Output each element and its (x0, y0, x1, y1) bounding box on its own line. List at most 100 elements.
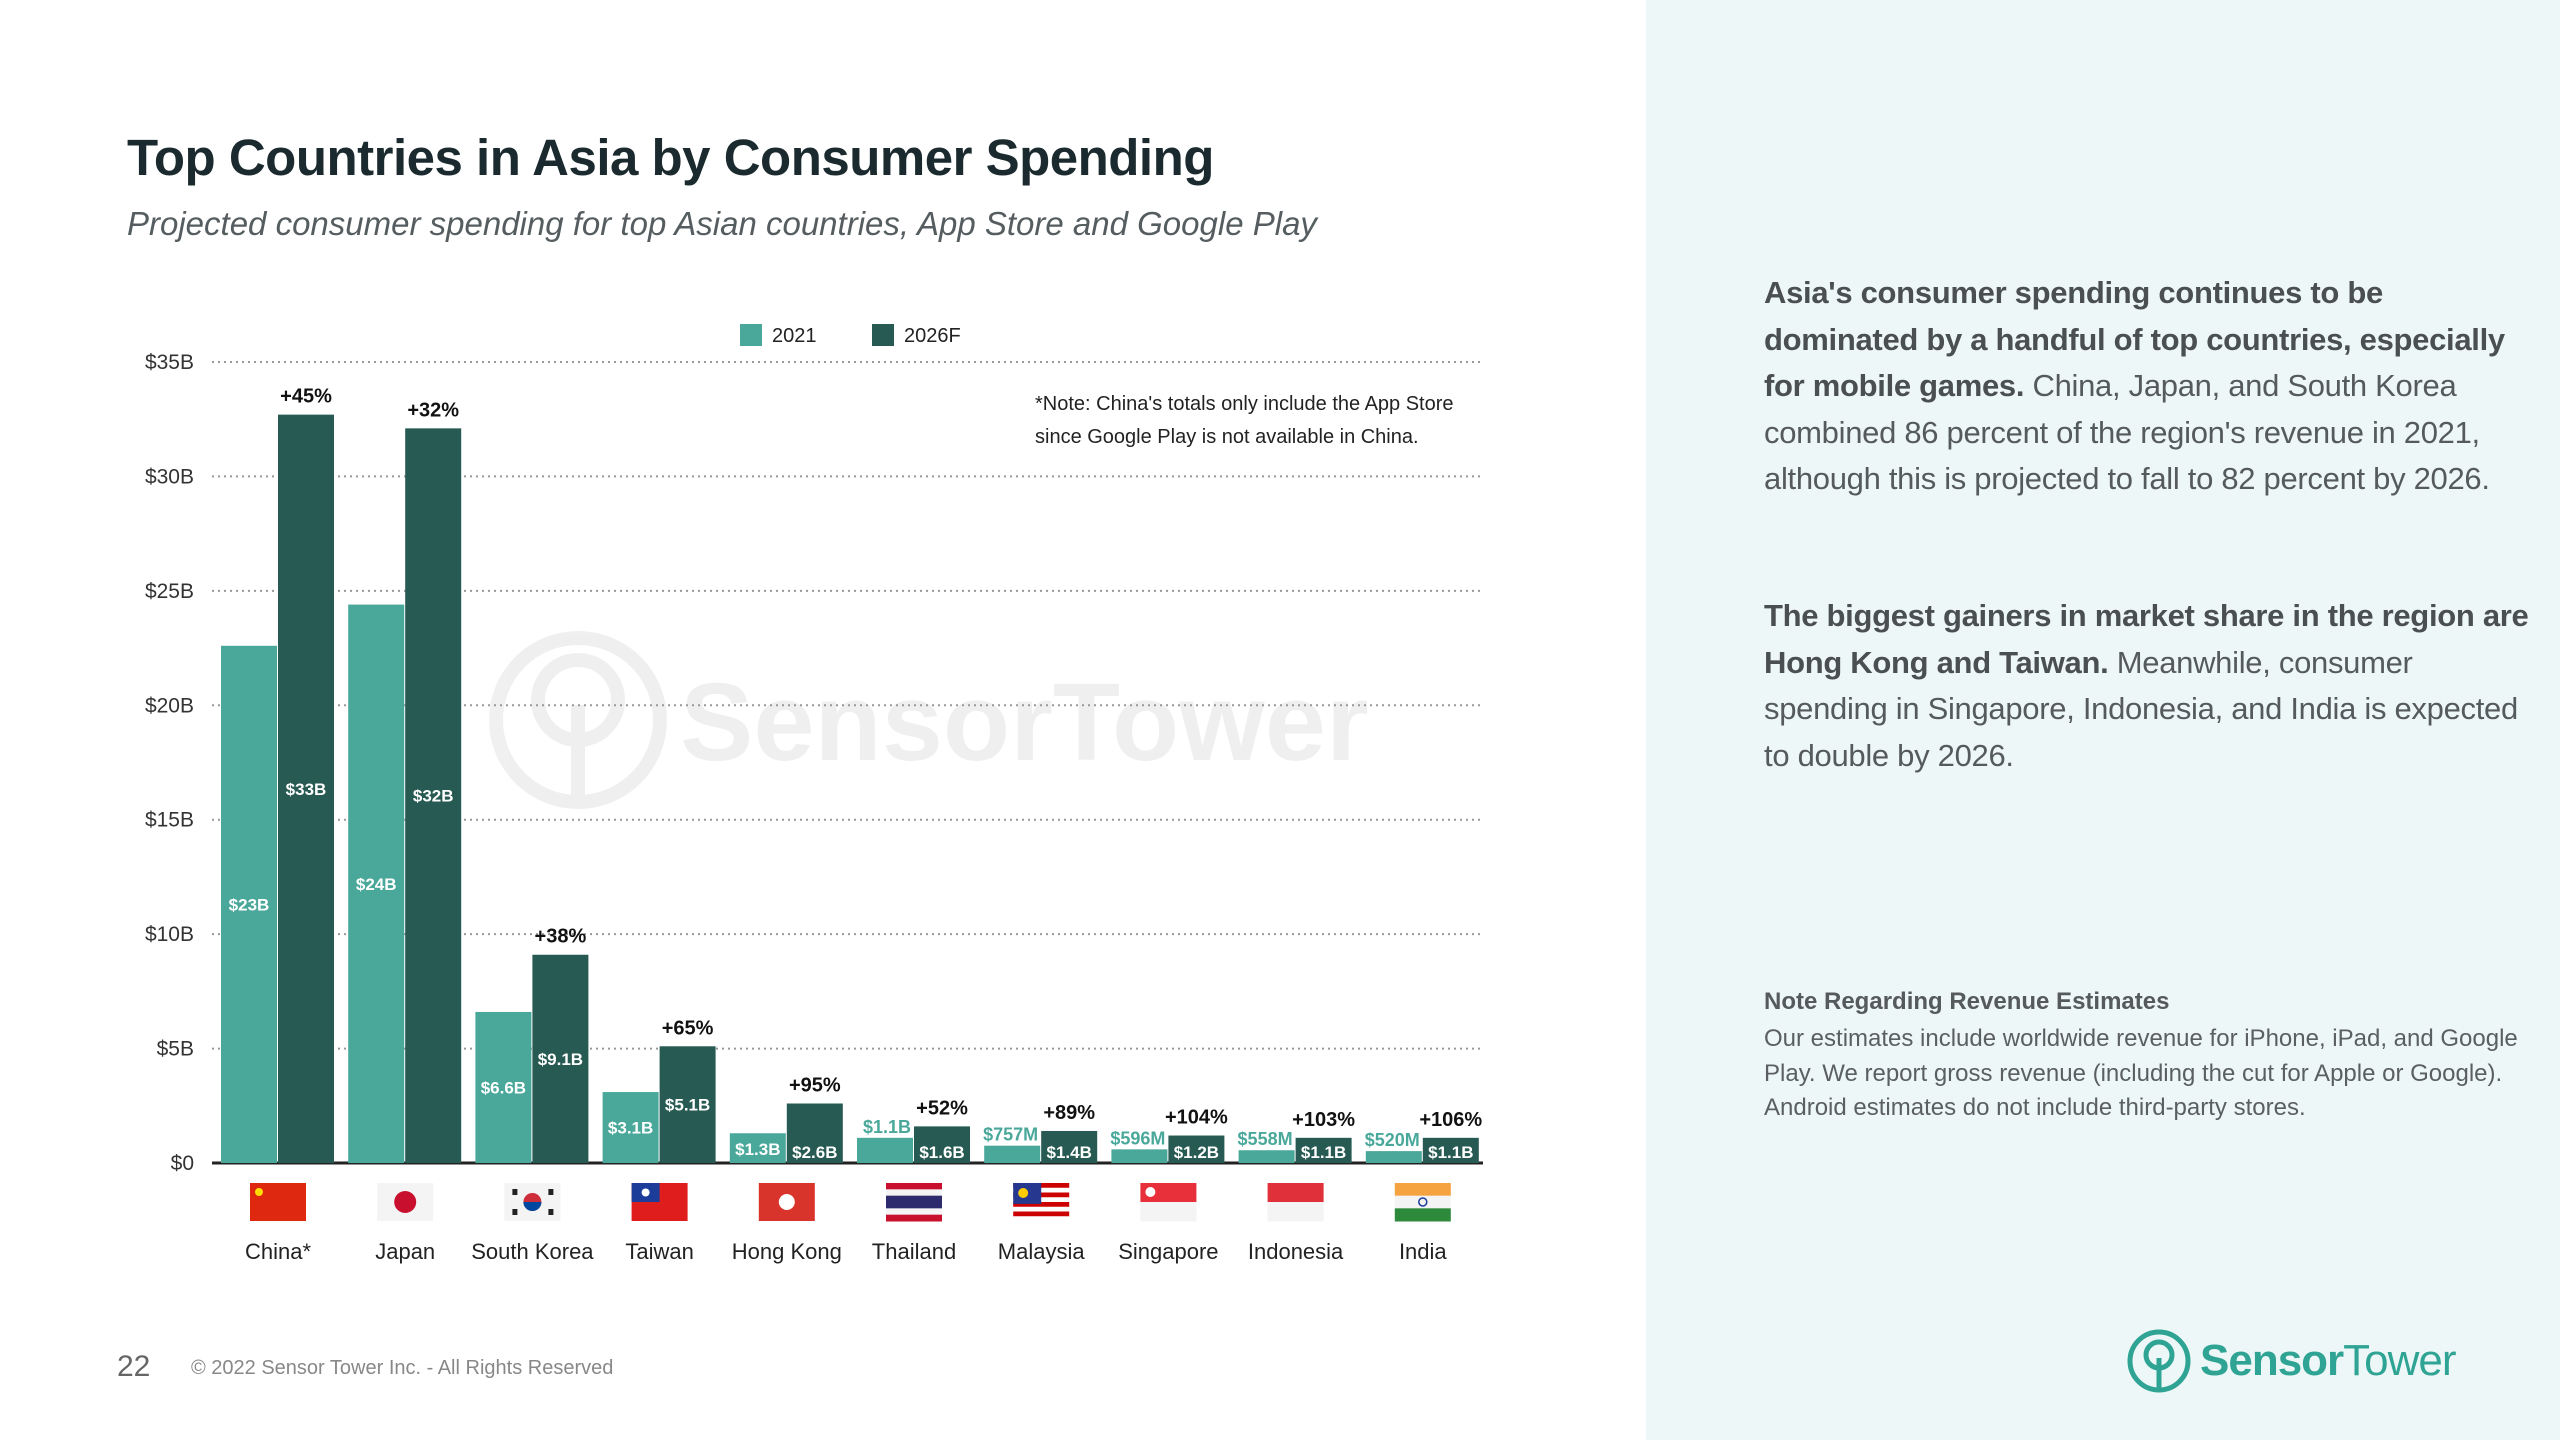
flag-id-icon (1267, 1183, 1324, 1222)
bar-value-label: $32B (413, 787, 454, 806)
flag-my-icon (1013, 1183, 1070, 1222)
bar-2026F (786, 1103, 843, 1163)
bar-2026F (1168, 1135, 1225, 1163)
bar-2021 (984, 1145, 1041, 1163)
growth-label: +106% (1419, 1109, 1482, 1131)
note-text: Our estimates include worldwide revenue … (1764, 1025, 2518, 1121)
paragraph-2-bold: The biggest gainers in market share in t… (1764, 598, 2529, 680)
category-label: China* (245, 1239, 311, 1264)
chart-panel: Top Countries in Asia by Consumer Spendi… (117, 129, 1483, 1383)
page-title: Top Countries in Asia by Consumer Spendi… (127, 129, 1214, 186)
flag-sg-icon (1140, 1183, 1197, 1222)
bar-value-label: $33B (286, 780, 327, 799)
bar-2021 (1111, 1149, 1168, 1163)
bar-2026F (1295, 1137, 1352, 1163)
bar-2026F (532, 954, 589, 1163)
category-label: Singapore (1118, 1239, 1218, 1264)
bar-2026F (659, 1046, 716, 1163)
svg-text:SensorTower: SensorTower (680, 661, 1369, 784)
bar-2026F (405, 428, 462, 1164)
bar-value-label: $2.6B (792, 1143, 837, 1162)
bar-2021 (1238, 1150, 1295, 1163)
bar-2021 (857, 1137, 913, 1163)
growth-label: +32% (407, 399, 459, 421)
category-label: Indonesia (1248, 1239, 1344, 1264)
y-tick-label: $20B (145, 694, 194, 717)
bar-2021 (475, 1011, 532, 1163)
flag-jp-icon (377, 1183, 434, 1221)
bar-value-label: $520M (1365, 1130, 1420, 1150)
paragraph-1-bold: Asia's consumer spending continues to be… (1764, 275, 2505, 403)
legend-swatch-2021 (740, 324, 762, 346)
sensor-tower-logo-icon (2127, 1329, 2191, 1393)
copyright: © 2022 Sensor Tower Inc. - All Rights Re… (191, 1357, 614, 1379)
bar-2021 (221, 645, 277, 1163)
bar-2021 (602, 1092, 659, 1163)
legend-label-2021: 2021 (772, 325, 817, 347)
y-tick-label: $25B (145, 580, 194, 603)
growth-label: +45% (280, 386, 332, 408)
legend-label-2026F: 2026F (904, 325, 961, 347)
category-label: India (1399, 1239, 1447, 1264)
sensor-tower-logo: SensorTower (2126, 1328, 2457, 1394)
growth-label: +38% (535, 926, 587, 948)
growth-label: +95% (789, 1074, 841, 1096)
bar-value-label: $1.1B (1301, 1143, 1346, 1162)
growth-label: +103% (1292, 1109, 1355, 1131)
china-note: since Google Play is not available in Ch… (1035, 426, 1419, 448)
commentary-panel: Asia's consumer spending continues to be… (1646, 0, 2560, 1440)
bar-2026F (278, 414, 334, 1163)
bar-value-label: $596M (1110, 1128, 1165, 1148)
paragraph-1-text: China, Japan, and South Korea combined 8… (1764, 368, 2490, 496)
bar-value-label: $757M (983, 1125, 1038, 1145)
page-number: 22 (117, 1350, 151, 1383)
flag-in-icon (1394, 1183, 1451, 1222)
legend-swatch-2026F (872, 324, 894, 346)
logo-text-light: Tower (2343, 1336, 2456, 1385)
flag-tw-icon (631, 1183, 688, 1221)
category-label: Malaysia (998, 1239, 1086, 1264)
category-label: Japan (375, 1239, 435, 1264)
bar-2021 (348, 604, 405, 1163)
y-tick-label: $15B (145, 809, 194, 832)
bar-2026F (1041, 1130, 1098, 1163)
category-label: Taiwan (625, 1239, 693, 1264)
category-label: Hong Kong (732, 1239, 842, 1264)
y-tick-label: $30B (145, 465, 194, 488)
flag-hk-icon (758, 1183, 815, 1221)
category-label: Thailand (872, 1239, 956, 1264)
bar-value-label: $558M (1238, 1129, 1293, 1149)
y-tick-label: $0 (171, 1152, 194, 1175)
growth-label: +65% (662, 1017, 714, 1039)
bar-value-label: $1.3B (735, 1140, 780, 1159)
bar-chart: SensorTower $0 $5B $10B $15B $20B $25B $30B $35B… (145, 324, 1483, 1264)
paragraph-2-text: Meanwhile, consumer spending in Singapor… (1764, 644, 2518, 773)
bar-value-label: $1.6B (919, 1143, 964, 1162)
note-heading: Note Regarding Revenue Estimates (1764, 988, 2170, 1015)
y-tick-label: $5B (157, 1038, 194, 1061)
bar-value-label: $9.1B (538, 1050, 583, 1069)
bar-value-label: $1.1B (1428, 1143, 1473, 1162)
bar-2026F (914, 1126, 970, 1163)
flag-cn-icon (250, 1183, 306, 1221)
page-subtitle: Projected consumer spending for top Asia… (127, 205, 1317, 242)
bar-2021 (729, 1133, 786, 1163)
watermark: SensorTower (489, 631, 1369, 809)
growth-label: +89% (1043, 1102, 1095, 1124)
bar-2026F (1422, 1137, 1479, 1163)
growth-label: +52% (916, 1097, 968, 1119)
bar-2021 (1365, 1151, 1422, 1163)
flag-kr-icon (504, 1183, 561, 1221)
y-tick-label: $35B (145, 351, 194, 374)
bar-value-label: $23B (229, 895, 270, 914)
flag-th-icon (886, 1183, 942, 1222)
bar-value-label: $1.2B (1174, 1143, 1219, 1162)
bar-value-label: $5.1B (665, 1096, 710, 1115)
y-tick-label: $10B (145, 923, 194, 946)
china-note: *Note: China's totals only include the A… (1035, 393, 1454, 415)
bar-value-label: $6.6B (481, 1078, 526, 1097)
bar-value-label: $3.1B (608, 1119, 653, 1138)
bar-value-label: $1.1B (863, 1117, 911, 1137)
bar-value-label: $1.4B (1047, 1143, 1092, 1162)
logo-text-bold: Sensor (2200, 1336, 2344, 1385)
